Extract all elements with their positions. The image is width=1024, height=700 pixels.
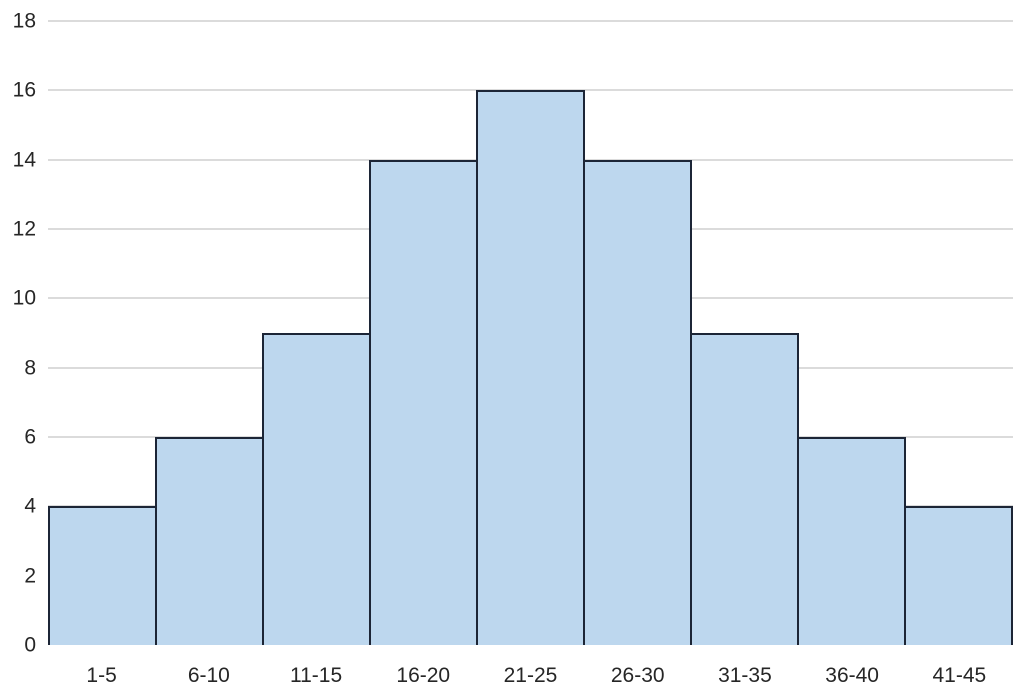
plot-area [48, 20, 1013, 645]
y-tick-label: 8 [24, 356, 36, 380]
x-tick-label: 6-10 [187, 664, 230, 687]
y-tick-label: 4 [24, 494, 36, 518]
bar-6-10 [155, 437, 264, 645]
x-tick-label: 16-20 [396, 664, 451, 687]
y-tick-label: 12 [12, 217, 36, 241]
x-axis: 1-5 6-10 11-15 16-20 21-25 26-30 31-35 36-40 41-… [48, 645, 1013, 686]
bar-26-30 [583, 159, 692, 645]
bar-31-35 [690, 333, 799, 645]
x-tick-label: 41-45 [932, 664, 987, 687]
x-tick-label: 11-15 [289, 664, 343, 687]
x-tick-label: 26-30 [610, 664, 665, 687]
bar-21-25 [476, 90, 585, 645]
x-tick-label: 21-25 [503, 664, 558, 687]
y-tick-label: 14 [12, 148, 36, 172]
bar-16-20 [369, 159, 478, 645]
bar-36-40 [797, 437, 906, 645]
gridline [48, 89, 1013, 92]
y-tick-label: 0 [24, 633, 36, 657]
y-axis: 0 2 4 6 8 10 12 14 16 18 [0, 11, 36, 656]
x-tick-label: 1-5 [86, 664, 117, 687]
gridline [48, 20, 1013, 22]
bars-container [48, 21, 1013, 645]
y-tick-label: 10 [12, 286, 36, 310]
y-tick-label: 16 [12, 78, 36, 102]
x-tick-label: 36-40 [825, 664, 879, 687]
y-tick-label: 18 [12, 9, 36, 33]
bar-1-5 [48, 506, 157, 645]
y-tick-label: 2 [24, 564, 36, 588]
bar-11-15 [262, 333, 371, 645]
y-tick-label: 6 [24, 425, 36, 449]
x-tick-label: 31-35 [718, 664, 772, 687]
bar-41-45 [904, 506, 1013, 645]
